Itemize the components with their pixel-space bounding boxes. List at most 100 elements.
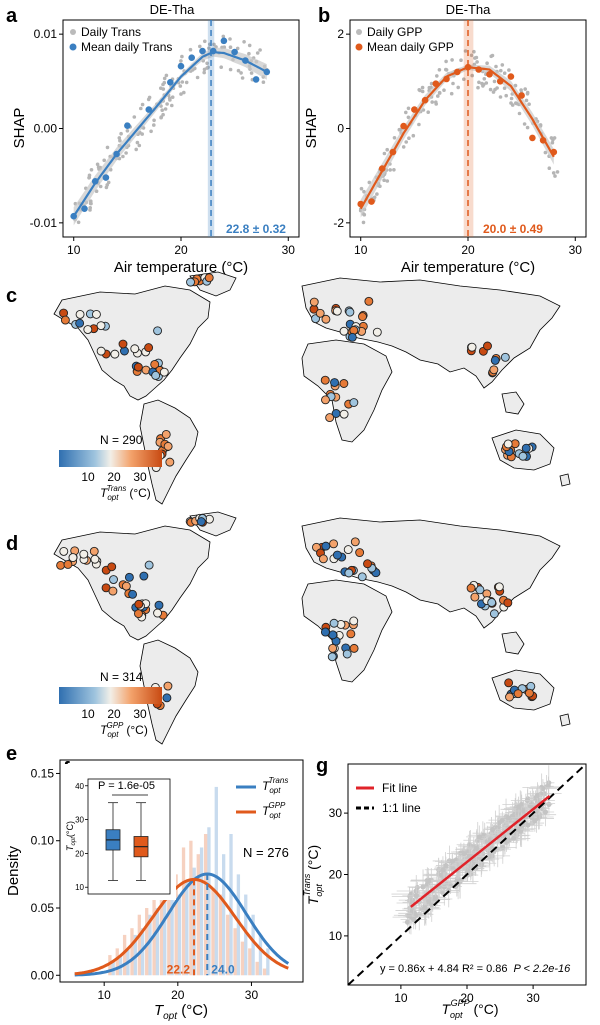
pa-daily-point [119,131,123,136]
panel-f-p-label: P = 1.6e-05 [98,780,155,792]
pe-bar-gpp [218,894,222,976]
pg-point [406,912,412,918]
pa-daily-point [228,45,233,49]
panel-c-sites [59,273,537,472]
pa-daily-point [221,34,226,39]
pa-daily-point [139,106,143,111]
pa-daily-point [146,97,151,102]
pe-bar-gpp [152,881,156,976]
pb-daily-point [510,103,515,107]
pd-site-marker [505,692,514,702]
pc-site-marker [358,312,367,322]
pc-site-marker [503,439,513,449]
pc-site-marker [521,443,531,453]
pd-site-marker [494,582,504,592]
pc-site-marker [315,308,325,318]
pd-site-marker [128,589,138,599]
pc-site-marker [151,371,161,380]
pd-site-marker [79,549,89,559]
pd-site-marker [108,586,118,596]
pa-daily-point [88,206,92,210]
pc-continent-0 [53,285,211,401]
legend-one-to-one-label: 1:1 line [382,801,421,815]
pd-site-marker [328,643,338,653]
pg-point [525,822,531,828]
pb-mean-point [518,92,525,99]
panel-a-optimum-ci [207,20,215,237]
pg-point [461,851,467,857]
pc-site-marker [75,318,85,328]
pb-daily-point [404,110,408,115]
pg-point [546,801,552,808]
pa-mean-point [263,68,271,76]
pg-point [474,845,480,851]
pa-daily-point [255,51,260,55]
pd-site-marker [349,643,359,653]
pc-site-marker [347,332,357,342]
pa-daily-point [206,65,210,70]
pe-bar-gpp [115,948,119,976]
pe-bar-gpp [248,948,252,976]
pa-ytick-label: 0.01 [34,27,58,41]
pd-site-marker [503,598,513,608]
pe-bar-gpp [181,847,186,976]
pb-ytick-label: 0 [337,122,344,136]
pd-site-marker [134,609,143,619]
pb-daily-point [417,122,421,127]
pa-daily-point [121,154,125,159]
pg-point [534,792,541,799]
pa-mean-point [70,212,77,220]
pd-site-marker [327,652,337,662]
pb-daily-point [475,60,479,64]
pa-daily-point [184,80,189,85]
pa-daily-point [198,44,202,49]
pb-daily-point [527,102,531,106]
pa-daily-point [240,76,245,80]
pb-daily-point [382,151,387,156]
pc-site-marker [321,395,330,405]
panel-g-xlabel: ToptGPP (°C) [441,998,498,1020]
pe-bar-gpp [167,867,171,976]
panel-c-map: N = 290 10 20 30 ToptTrans (°C) [53,271,571,505]
pa-daily-point [165,102,169,106]
pb-mean-point [357,200,365,208]
pc-cbtick-label: 30 [133,470,147,484]
pe-bar-gpp [130,928,134,976]
panel-b-legend: Daily GPP Mean daily GPP [355,25,454,54]
pa-mean-point [124,122,131,129]
pd-site-marker [329,539,339,549]
pd-site-marker [357,572,367,582]
pa-mean-point [188,54,195,61]
pb-daily-point [429,81,434,86]
pd-site-marker [466,583,476,593]
pa-mean-point [252,76,260,83]
pd-site-marker [332,550,342,560]
legend-fit-line-label: Fit line [382,781,418,795]
pa-daily-point [202,70,206,75]
pd-site-marker [470,592,480,602]
pb-daily-point [551,171,556,175]
pe-bar-gpp [108,955,112,976]
pe-xtick-label: 20 [171,988,185,1002]
pd-site-marker [349,616,359,626]
pd-site-marker [318,554,328,564]
pg-point [440,867,446,873]
pd-site-marker [162,693,172,703]
pa-daily-point [118,138,122,143]
panel-letter-d: d [6,533,18,555]
pb-daily-point [547,166,552,170]
pg-point [545,783,551,789]
pb-daily-point [553,174,557,178]
pa-daily-point [188,47,193,52]
pa-ytick-label: -0.01 [30,216,58,230]
pa-daily-point [89,168,94,172]
pa-mean-point [209,47,217,55]
pg-xtick-label: 20 [460,991,474,1005]
pb-daily-point [477,80,481,85]
pb-daily-point [485,61,489,65]
pb-xtick-label: 30 [569,243,583,257]
pa-daily-point [87,176,91,180]
pa-daily-point [105,145,110,150]
panel-d-colorbar-label: ToptGPP (°C) [100,721,148,739]
pb-daily-point [411,133,416,138]
